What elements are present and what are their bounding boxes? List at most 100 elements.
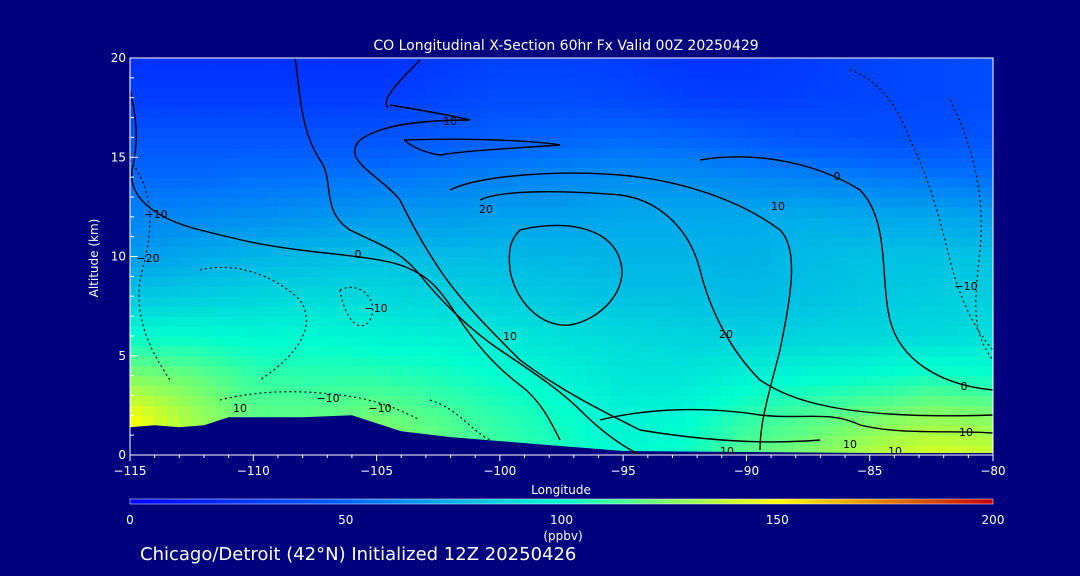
field-cell (191, 365, 205, 377)
field-cell (894, 117, 908, 129)
field-cell (968, 316, 982, 327)
field-cell (401, 405, 415, 416)
field-cell (191, 415, 205, 426)
field-cell (573, 395, 587, 406)
field-cell (882, 58, 895, 69)
field-cell (623, 325, 637, 337)
field-cell (450, 196, 464, 208)
field-cell (758, 415, 772, 426)
field-cell (179, 405, 193, 416)
field-cell (894, 196, 908, 208)
field-cell (894, 276, 908, 287)
field-cell (265, 196, 279, 208)
field-cell (906, 147, 920, 158)
field-cell (771, 167, 785, 178)
field-cell (869, 187, 883, 198)
field-cell (549, 58, 563, 69)
field-cell (277, 325, 291, 337)
field-cell (401, 58, 415, 69)
field-cell (265, 157, 279, 168)
field-cell (623, 316, 637, 327)
field-cell (771, 435, 785, 446)
field-cell (931, 296, 945, 307)
field-cell (820, 306, 834, 317)
field-cell (549, 415, 563, 426)
field-cell (882, 127, 895, 138)
field-cell (216, 167, 230, 178)
field-cell (524, 157, 538, 168)
field-cell (956, 335, 969, 347)
field-cell (820, 365, 834, 377)
field-cell (154, 127, 168, 138)
field-cell (462, 425, 476, 436)
field-cell (771, 127, 785, 138)
field-cell (943, 266, 957, 277)
field-cell (845, 127, 858, 138)
field-cell (462, 177, 476, 188)
field-cell (709, 435, 723, 446)
field-cell (845, 97, 858, 109)
field-cell (980, 355, 993, 367)
field-cell (894, 67, 908, 79)
field-cell (734, 77, 748, 89)
field-cell (166, 335, 180, 347)
field-cell (956, 316, 969, 327)
field-cell (413, 425, 427, 436)
field-cell (623, 306, 637, 317)
field-cell (265, 177, 279, 188)
field-cell (598, 415, 612, 426)
field-cell (265, 226, 279, 238)
field-cell (487, 435, 501, 446)
field-cell (857, 286, 871, 297)
field-cell (364, 196, 378, 208)
field-cell (598, 177, 612, 188)
field-cell (314, 256, 328, 268)
field-cell (475, 335, 489, 347)
field-cell (166, 177, 180, 188)
field-cell (684, 355, 698, 367)
field-cell (598, 246, 612, 258)
field-cell (191, 226, 205, 238)
field-cell (906, 137, 920, 148)
field-cell (980, 246, 993, 258)
field-cell (240, 196, 254, 208)
field-cell (228, 395, 242, 406)
field-cell (845, 147, 858, 158)
field-cell (647, 67, 661, 79)
field-cell (832, 385, 846, 397)
field-cell (512, 355, 526, 367)
field-cell (894, 296, 908, 307)
field-cell (783, 187, 797, 198)
field-cell (154, 385, 168, 397)
field-cell (808, 286, 821, 297)
field-cell (734, 147, 748, 158)
field-cell (684, 87, 698, 99)
field-cell (968, 385, 982, 397)
field-cell (968, 157, 982, 168)
field-cell (253, 345, 267, 357)
field-cell (869, 325, 883, 337)
field-cell (647, 117, 661, 129)
field-cell (610, 67, 624, 79)
field-cell (956, 107, 969, 119)
field-cell (475, 276, 489, 287)
field-cell (808, 276, 821, 287)
field-cell (783, 405, 797, 416)
field-cell (302, 107, 316, 119)
field-cell (130, 335, 143, 347)
field-cell (808, 177, 821, 188)
field-cell (697, 355, 711, 367)
field-cell (943, 306, 957, 317)
field-cell (561, 177, 575, 188)
contour-line (339, 286, 374, 327)
field-cell (919, 395, 932, 406)
field-cell (919, 226, 932, 238)
field-cell (647, 316, 661, 327)
field-cell (228, 147, 242, 158)
field-cell (265, 286, 279, 297)
field-cell (376, 137, 390, 148)
field-cell (808, 216, 821, 228)
field-cell (512, 117, 526, 129)
field-cell (142, 345, 156, 357)
field-cell (647, 226, 661, 238)
